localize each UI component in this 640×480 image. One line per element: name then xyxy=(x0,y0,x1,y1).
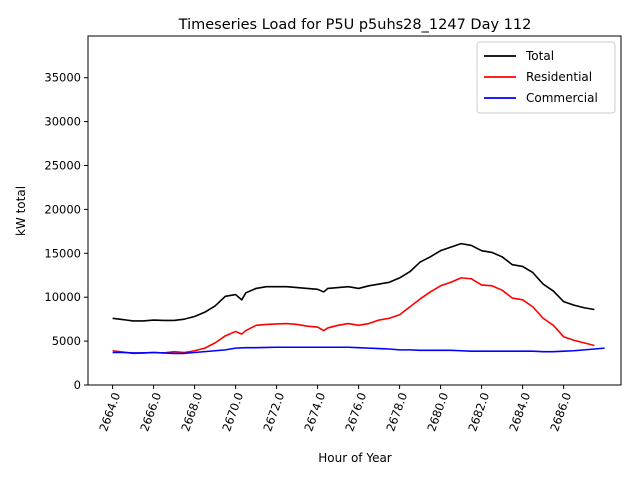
legend: Total Residential Commercial xyxy=(476,41,616,114)
legend-label-residential: Residential xyxy=(526,70,592,84)
y-tick-label: 20000 xyxy=(44,202,81,216)
y-tick-label: 30000 xyxy=(44,115,81,129)
y-tick-label: 35000 xyxy=(44,71,81,85)
x-axis-label: Hour of Year xyxy=(318,451,392,465)
y-tick-label: 0 xyxy=(74,378,81,392)
series-line-total xyxy=(112,242,595,322)
series-line-residential xyxy=(112,277,595,355)
series-line-commercial xyxy=(112,346,605,355)
legend-box xyxy=(476,41,616,114)
y-tick-label: 10000 xyxy=(44,290,81,304)
chart-title: Timeseries Load for P5U p5uhs28_1247 Day… xyxy=(178,17,532,33)
y-axis-label: kW total xyxy=(14,186,28,236)
y-axis: 0 5000 10000 15000 20000 25000 30000 35000 xyxy=(44,71,88,392)
y-tick-label: 15000 xyxy=(44,246,81,260)
y-tick-label: 5000 xyxy=(52,334,81,348)
legend-label-total: Total xyxy=(525,49,554,63)
series-layer xyxy=(112,242,605,355)
axes-frame xyxy=(87,35,622,386)
y-tick-label: 25000 xyxy=(44,159,81,173)
legend-label-commercial: Commercial xyxy=(526,91,598,105)
